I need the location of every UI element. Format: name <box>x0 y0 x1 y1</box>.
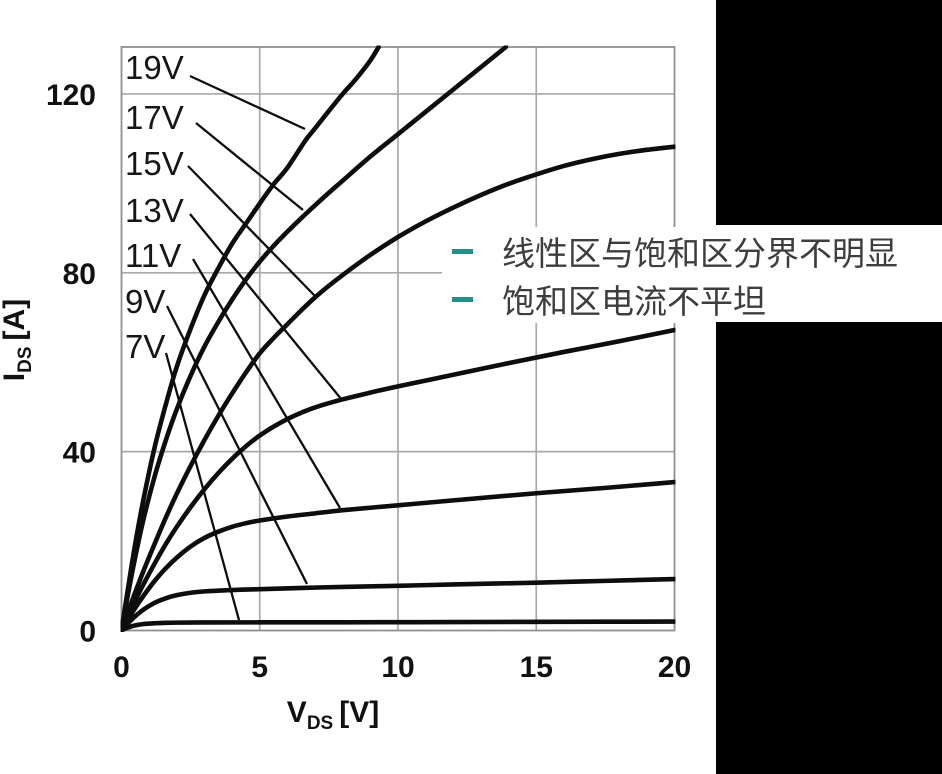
svg-text:15: 15 <box>520 651 553 684</box>
annotation-text-1: 线性区与饱和区分界不明显 <box>502 235 898 272</box>
svg-text:15V: 15V <box>125 145 184 182</box>
dash-bullet-icon <box>452 248 473 254</box>
svg-text:10: 10 <box>381 651 414 684</box>
svg-text:17V: 17V <box>125 99 184 136</box>
svg-text:0: 0 <box>113 651 130 684</box>
svg-text:40: 40 <box>63 437 96 470</box>
svg-text:9V: 9V <box>125 283 165 320</box>
dash-bullet-icon <box>452 296 473 302</box>
annotation-bullet-1: 线性区与饱和区分界不明显 <box>442 227 942 275</box>
svg-text:19V: 19V <box>125 49 184 86</box>
svg-text:80: 80 <box>63 258 96 291</box>
svg-text:20: 20 <box>658 651 691 684</box>
annotation-notes: 线性区与饱和区分界不明显 饱和区电流不平坦 <box>442 227 942 323</box>
annotation-text-2: 饱和区电流不平坦 <box>502 283 766 320</box>
svg-text:13V: 13V <box>125 192 184 229</box>
svg-text:IDS [A]: IDS [A] <box>0 299 36 381</box>
svg-text:0: 0 <box>79 616 96 649</box>
svg-text:VDS [V]: VDS [V] <box>287 696 379 734</box>
redacted-region-bottom <box>716 322 942 774</box>
svg-text:7V: 7V <box>125 328 165 365</box>
svg-text:5: 5 <box>251 651 268 684</box>
svg-text:120: 120 <box>46 79 96 112</box>
svg-text:11V: 11V <box>125 237 181 274</box>
redacted-region-top <box>716 0 942 225</box>
annotation-bullet-2: 饱和区电流不平坦 <box>442 275 942 323</box>
